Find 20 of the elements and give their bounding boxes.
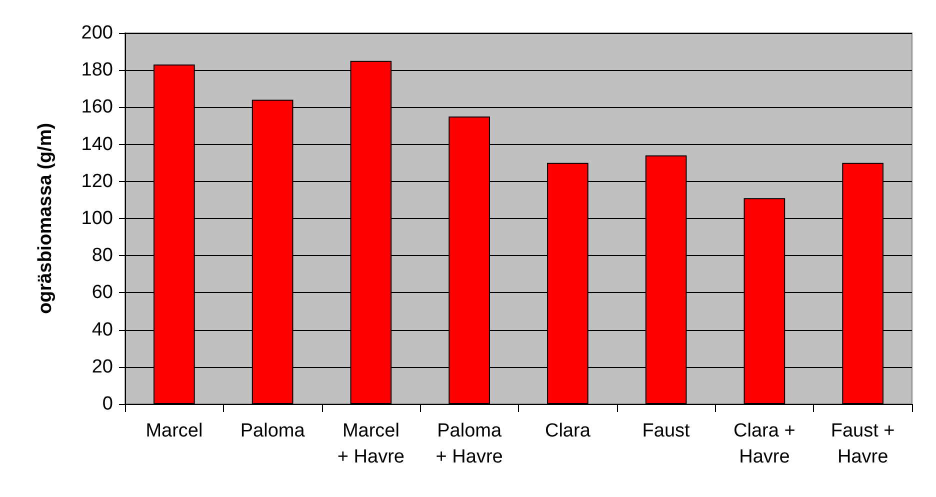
x-tick-label: Marcel [146,420,203,442]
y-tick-label: 160 [81,96,113,118]
y-tick-label: 20 [92,356,113,378]
y-tick-label: 140 [81,134,113,155]
x-tick-label: Paloma [240,420,306,442]
x-tick-label: Faust [642,420,691,442]
y-tick-label: 40 [92,319,113,340]
x-tick-label: Clara [544,420,591,442]
y-axis-title: ogräsbiomassa (g/m) [35,122,56,314]
y-tick-label: 200 [81,22,113,44]
x-tick-label: Marcel + Havre [337,420,404,468]
y-tick-label: 100 [81,208,113,229]
y-tick-label: 120 [81,170,113,192]
x-tick-label: Clara + Havre [734,420,796,468]
y-tick-label: 0 [102,394,113,414]
x-tick-label: Faust + Havre [830,420,895,468]
x-tick-label: Paloma + Havre [436,420,503,468]
y-tick-label: 80 [92,245,113,266]
y-tick-label: 60 [92,282,113,304]
y-tick-label: 180 [81,60,113,81]
